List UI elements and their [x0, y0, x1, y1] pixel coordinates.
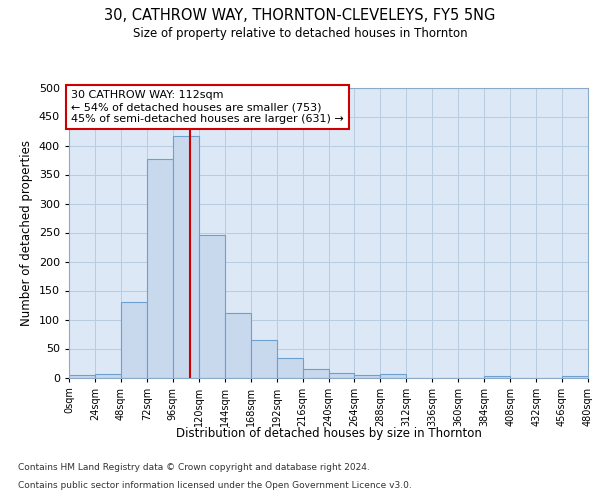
Bar	[147, 160, 173, 378]
Text: 30 CATHROW WAY: 112sqm
← 54% of detached houses are smaller (753)
45% of semi-de: 30 CATHROW WAY: 112sqm ← 54% of detached…	[71, 90, 344, 124]
Bar	[355, 375, 380, 378]
Bar	[380, 374, 406, 378]
Text: Contains public sector information licensed under the Open Government Licence v3: Contains public sector information licen…	[18, 481, 412, 490]
Bar	[277, 358, 302, 378]
Text: Distribution of detached houses by size in Thornton: Distribution of detached houses by size …	[176, 428, 482, 440]
Bar	[199, 235, 224, 378]
Bar	[329, 373, 355, 378]
Text: 30, CATHROW WAY, THORNTON-CLEVELEYS, FY5 5NG: 30, CATHROW WAY, THORNTON-CLEVELEYS, FY5…	[104, 8, 496, 22]
Bar	[562, 376, 588, 378]
Bar	[95, 374, 121, 378]
Bar	[173, 136, 199, 378]
Bar	[225, 313, 251, 378]
Y-axis label: Number of detached properties: Number of detached properties	[20, 140, 33, 326]
Bar	[484, 376, 510, 378]
Bar	[302, 370, 329, 378]
Text: Size of property relative to detached houses in Thornton: Size of property relative to detached ho…	[133, 28, 467, 40]
Bar	[251, 340, 277, 378]
Text: Contains HM Land Registry data © Crown copyright and database right 2024.: Contains HM Land Registry data © Crown c…	[18, 462, 370, 471]
Bar	[69, 375, 95, 378]
Bar	[121, 302, 147, 378]
